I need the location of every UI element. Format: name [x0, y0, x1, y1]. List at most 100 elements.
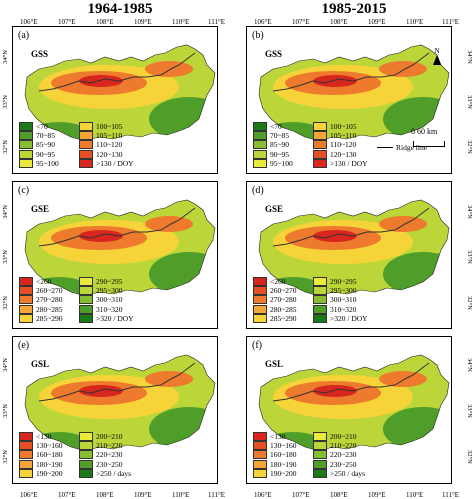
- lon-tick: 107°E: [58, 18, 76, 26]
- legend-swatch: [313, 440, 327, 450]
- legend-label: 85~90: [270, 140, 290, 150]
- legend: <70 100~105 70~85 105~110 85~90 110~120 90~95 1…: [253, 121, 379, 168]
- legend-item: <130: [19, 431, 77, 441]
- legend: <130 200~210 130~160 210~220 160~180 220~230 1…: [19, 431, 145, 478]
- legend-swatch: [253, 121, 267, 131]
- zone-warm: [379, 216, 427, 232]
- legend-label: <260: [270, 276, 286, 286]
- legend-swatch: [19, 468, 33, 478]
- legend-swatch: [19, 313, 33, 323]
- legend-swatch: [19, 121, 33, 131]
- ridge-line-swatch: [377, 147, 393, 148]
- map-panel-f: (f) GSL <130 200~210 130~160 210~220 160~180 22…: [246, 336, 452, 484]
- ridge-line: [272, 207, 430, 247]
- lat-tick: 33°N: [2, 404, 9, 418]
- legend-item: 280~285: [19, 304, 77, 314]
- lon-tick: 109°E: [368, 491, 386, 499]
- variable-name: GSS: [265, 49, 283, 59]
- column-title-1985-2015: 1985-2015: [321, 1, 387, 17]
- legend-label: 70~85: [270, 130, 290, 140]
- lon-tick: 107°E: [58, 491, 76, 499]
- legend-label: <260: [36, 276, 52, 286]
- lon-tick: 109°E: [134, 18, 152, 26]
- legend-item: 260~270: [253, 285, 311, 295]
- zone-hot: [79, 385, 123, 397]
- legend-swatch: [79, 130, 93, 140]
- zone-hot: [79, 230, 123, 242]
- variable-name: GSS: [31, 49, 49, 59]
- region-outline: [24, 44, 216, 142]
- map-panel-b: (b) GSS <70 100~105 70~85 105~110 85~90 110~120…: [246, 26, 452, 174]
- legend-item: >320 / DOY: [313, 313, 379, 323]
- region-map: [258, 199, 450, 297]
- lon-tick: 111°E: [442, 18, 460, 26]
- legend-swatch: [313, 130, 327, 140]
- map-panel-e: (e) GSL <130 200~210 130~160 210~220 160~180 22…: [12, 336, 218, 484]
- map-panel-a: (a) GSS <70 100~105 70~85 105~110 85~90 110~120…: [12, 26, 218, 174]
- legend-label: 110~120: [96, 140, 123, 150]
- legend-item: 105~110: [313, 130, 379, 140]
- legend-label: 95~100: [36, 158, 59, 168]
- legend-label: 180~190: [36, 459, 63, 469]
- legend-label: 310~320: [96, 304, 123, 314]
- legend-label: >130 / DOY: [96, 158, 134, 168]
- legend-item: 105~110: [79, 130, 145, 140]
- lat-tick: 32°N: [466, 450, 473, 464]
- legend-swatch: [313, 276, 327, 286]
- legend-label: 310~320: [330, 304, 357, 314]
- legend-label: 270~280: [36, 295, 63, 305]
- legend-swatch: [79, 121, 93, 131]
- legend-item: 280~285: [253, 304, 311, 314]
- lon-tick: 108°E: [96, 491, 114, 499]
- region-map: [24, 44, 216, 142]
- legend-item: 230~250: [313, 459, 379, 469]
- lon-tick: 106°E: [20, 491, 38, 499]
- legend-item: 295~300: [79, 285, 145, 295]
- region-outline: [258, 44, 450, 142]
- legend-item: 260~270: [19, 285, 77, 295]
- legend: <130 200~210 130~160 210~220 160~180 220~230 1…: [253, 431, 379, 478]
- legend-label: <70: [270, 121, 282, 131]
- panel-label: (c): [18, 185, 30, 196]
- legend-label: 270~280: [270, 295, 297, 305]
- legend-label: 85~90: [36, 140, 56, 150]
- legend-item: 160~180: [19, 450, 77, 460]
- lon-tick: 111°E: [208, 18, 226, 26]
- legend-label: 260~270: [270, 285, 297, 295]
- legend-item: 70~85: [19, 130, 77, 140]
- legend-item: 230~250: [79, 459, 145, 469]
- legend-swatch: [253, 440, 267, 450]
- legend-item: 110~120: [313, 140, 379, 150]
- legend-item: 180~190: [19, 459, 77, 469]
- legend-item: 210~220: [313, 440, 379, 450]
- lat-tick: 34°N: [2, 50, 9, 64]
- ridge-line: [38, 52, 196, 92]
- legend-item: >130 / DOY: [79, 158, 145, 168]
- lat-tick: 32°N: [466, 296, 473, 310]
- legend-item: >250 / days: [313, 468, 379, 478]
- legend-item: 200~210: [79, 431, 145, 441]
- legend-item: 90~95: [253, 149, 311, 159]
- legend-label: 190~200: [36, 468, 63, 478]
- legend-swatch: [79, 450, 93, 460]
- lat-tick: 34°N: [466, 50, 473, 64]
- legend-label: 190~200: [270, 468, 297, 478]
- legend-swatch: [253, 130, 267, 140]
- legend-label: 100~105: [330, 121, 357, 131]
- legend-swatch: [313, 304, 327, 314]
- legend-item: >130 / DOY: [313, 158, 379, 168]
- legend-label: <130: [36, 431, 52, 441]
- legend-swatch: [79, 276, 93, 286]
- legend-swatch: [313, 285, 327, 295]
- lat-tick: 33°N: [466, 404, 473, 418]
- variable-name: GSE: [31, 204, 50, 214]
- legend-item: 295~300: [313, 285, 379, 295]
- legend-label: <130: [270, 431, 286, 441]
- legend-item: <260: [253, 276, 311, 286]
- zone-warm: [145, 216, 193, 232]
- legend-item: 70~85: [253, 130, 311, 140]
- legend-label: 160~180: [36, 450, 63, 460]
- legend-swatch: [313, 313, 327, 323]
- legend-item: <260: [19, 276, 77, 286]
- panel-label: (a): [18, 30, 30, 41]
